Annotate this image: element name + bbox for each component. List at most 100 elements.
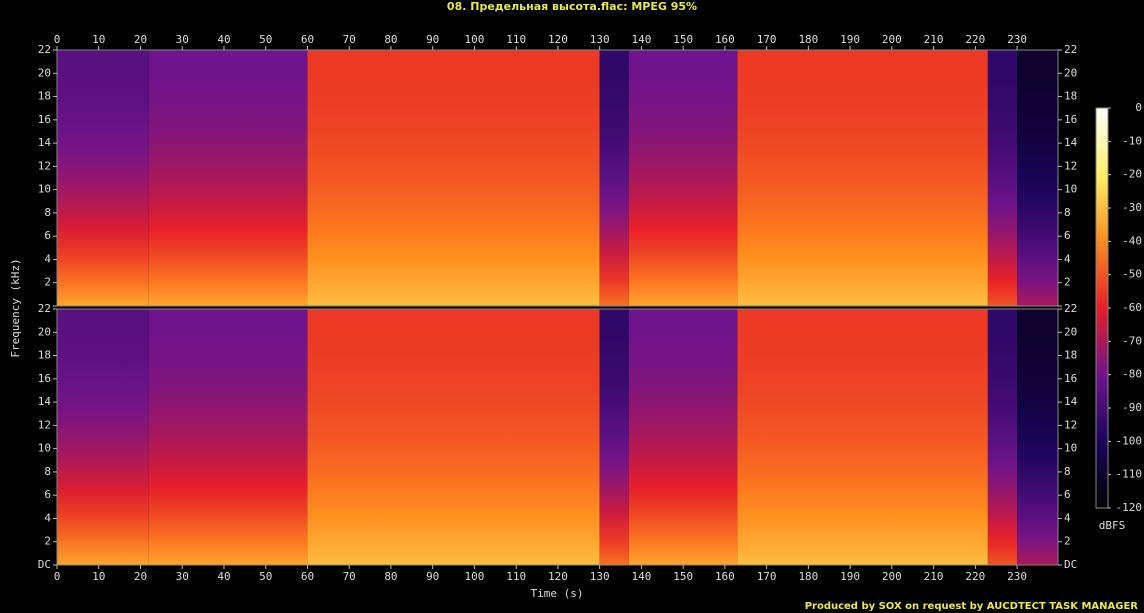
x-tick-label: 170: [757, 570, 777, 583]
y-axis-label: Frequency (kHz): [9, 258, 22, 357]
x-tick-label: 160: [715, 570, 735, 583]
y-tick-label: DC: [1064, 558, 1077, 571]
y-tick-label: 14: [1064, 395, 1078, 408]
x-tick-label: 130: [590, 33, 610, 46]
y-tick-label: DC: [38, 558, 51, 571]
y-tick-label: 4: [1064, 511, 1071, 524]
y-tick-label: 6: [44, 488, 51, 501]
x-tick-label: 230: [1007, 33, 1027, 46]
x-tick-label: 10: [92, 570, 105, 583]
y-tick-label: 18: [38, 90, 51, 103]
x-tick-label: 80: [384, 570, 397, 583]
spectrum-segment: [1017, 50, 1058, 306]
x-tick-label: 20: [134, 33, 147, 46]
spectrum-segment: [57, 309, 149, 565]
colorbar-tick-label: -60: [1122, 301, 1142, 314]
colorbar-tick-label: 0: [1135, 101, 1142, 114]
x-tick-label: 200: [882, 570, 902, 583]
x-tick-label: 0: [54, 33, 61, 46]
y-tick-label: 20: [1064, 66, 1077, 79]
colorbar-tick-label: -10: [1122, 134, 1142, 147]
spectrum-segment: [307, 309, 600, 565]
spectrum-segment: [57, 50, 149, 306]
colorbar-tick-label: -40: [1122, 234, 1142, 247]
x-tick-label: 180: [798, 33, 818, 46]
y-tick-label: 22: [1064, 302, 1077, 315]
y-tick-label: 10: [1064, 183, 1077, 196]
x-tick-label: 50: [259, 570, 272, 583]
y-tick-label: 12: [1064, 418, 1077, 431]
y-tick-label: 8: [1064, 206, 1071, 219]
spectrum-segment: [599, 50, 629, 306]
x-tick-label: 230: [1007, 570, 1027, 583]
x-tick-label: 220: [965, 570, 985, 583]
y-tick-label: 2: [44, 276, 51, 289]
x-tick-label: 40: [217, 570, 230, 583]
x-tick-label: 150: [673, 570, 693, 583]
x-axis-label: Time (s): [531, 587, 584, 600]
y-tick-label: 14: [38, 395, 52, 408]
x-tick-label: 150: [673, 33, 693, 46]
y-tick-label: 16: [38, 372, 51, 385]
colorbar: [1095, 107, 1109, 509]
y-tick-label: 2: [44, 535, 51, 548]
spectrum-segment: [737, 309, 988, 565]
y-tick-label: 20: [1064, 325, 1077, 338]
y-tick-label: 20: [38, 66, 51, 79]
spectrum-segment: [599, 309, 629, 565]
y-tick-label: 14: [1064, 136, 1078, 149]
x-tick-label: 160: [715, 33, 735, 46]
y-tick-label: 4: [44, 252, 51, 265]
y-tick-label: 22: [1064, 43, 1077, 56]
x-tick-label: 210: [924, 570, 944, 583]
spectrum-segment: [307, 50, 600, 306]
y-tick-label: 10: [38, 442, 51, 455]
x-tick-label: 100: [464, 570, 484, 583]
spectrum-segment: [628, 50, 738, 306]
colorbar-tick-label: -120: [1116, 501, 1143, 514]
spectrum-segment: [628, 309, 738, 565]
x-tick-label: 110: [506, 33, 526, 46]
x-tick-label: 40: [217, 33, 230, 46]
y-tick-label: 18: [38, 349, 51, 362]
colorbar-tick-label: -110: [1116, 468, 1143, 481]
spectrum-segment: [148, 309, 308, 565]
spectrum-segment: [148, 50, 308, 306]
y-tick-label: 12: [38, 418, 51, 431]
x-tick-label: 200: [882, 33, 902, 46]
chart-title: 08. Предельная высота.flac: MPEG 95%: [447, 0, 697, 13]
colorbar-tick-label: -50: [1122, 268, 1142, 281]
y-tick-label: 16: [38, 113, 51, 126]
spectrum-segment: [1017, 309, 1058, 565]
y-tick-label: 6: [44, 229, 51, 242]
y-tick-label: 18: [1064, 349, 1077, 362]
y-tick-label: 18: [1064, 90, 1077, 103]
x-tick-label: 10: [92, 33, 105, 46]
y-tick-label: 12: [1064, 159, 1077, 172]
y-tick-label: 16: [1064, 113, 1077, 126]
y-tick-label: 22: [38, 43, 51, 56]
x-tick-label: 90: [426, 570, 439, 583]
x-tick-label: 60: [301, 33, 314, 46]
x-tick-label: 180: [798, 570, 818, 583]
y-tick-label: 12: [38, 159, 51, 172]
x-tick-label: 80: [384, 33, 397, 46]
colorbar-label: dBFS: [1099, 519, 1126, 532]
y-tick-label: 2: [1064, 276, 1071, 289]
y-tick-label: 16: [1064, 372, 1077, 385]
y-tick-label: 8: [44, 206, 51, 219]
spectrum-segment: [987, 309, 1018, 565]
spectrum-segment: [987, 50, 1018, 306]
x-tick-label: 130: [590, 570, 610, 583]
spectrum-segment: [737, 50, 988, 306]
y-tick-label: 8: [44, 465, 51, 478]
x-tick-label: 190: [840, 33, 860, 46]
y-tick-label: 2: [1064, 535, 1071, 548]
colorbar-tick-label: -90: [1122, 401, 1142, 414]
y-tick-label: 10: [38, 183, 51, 196]
y-tick-label: 20: [38, 325, 51, 338]
x-tick-label: 140: [631, 570, 651, 583]
x-tick-label: 30: [176, 570, 189, 583]
x-tick-label: 30: [176, 33, 189, 46]
